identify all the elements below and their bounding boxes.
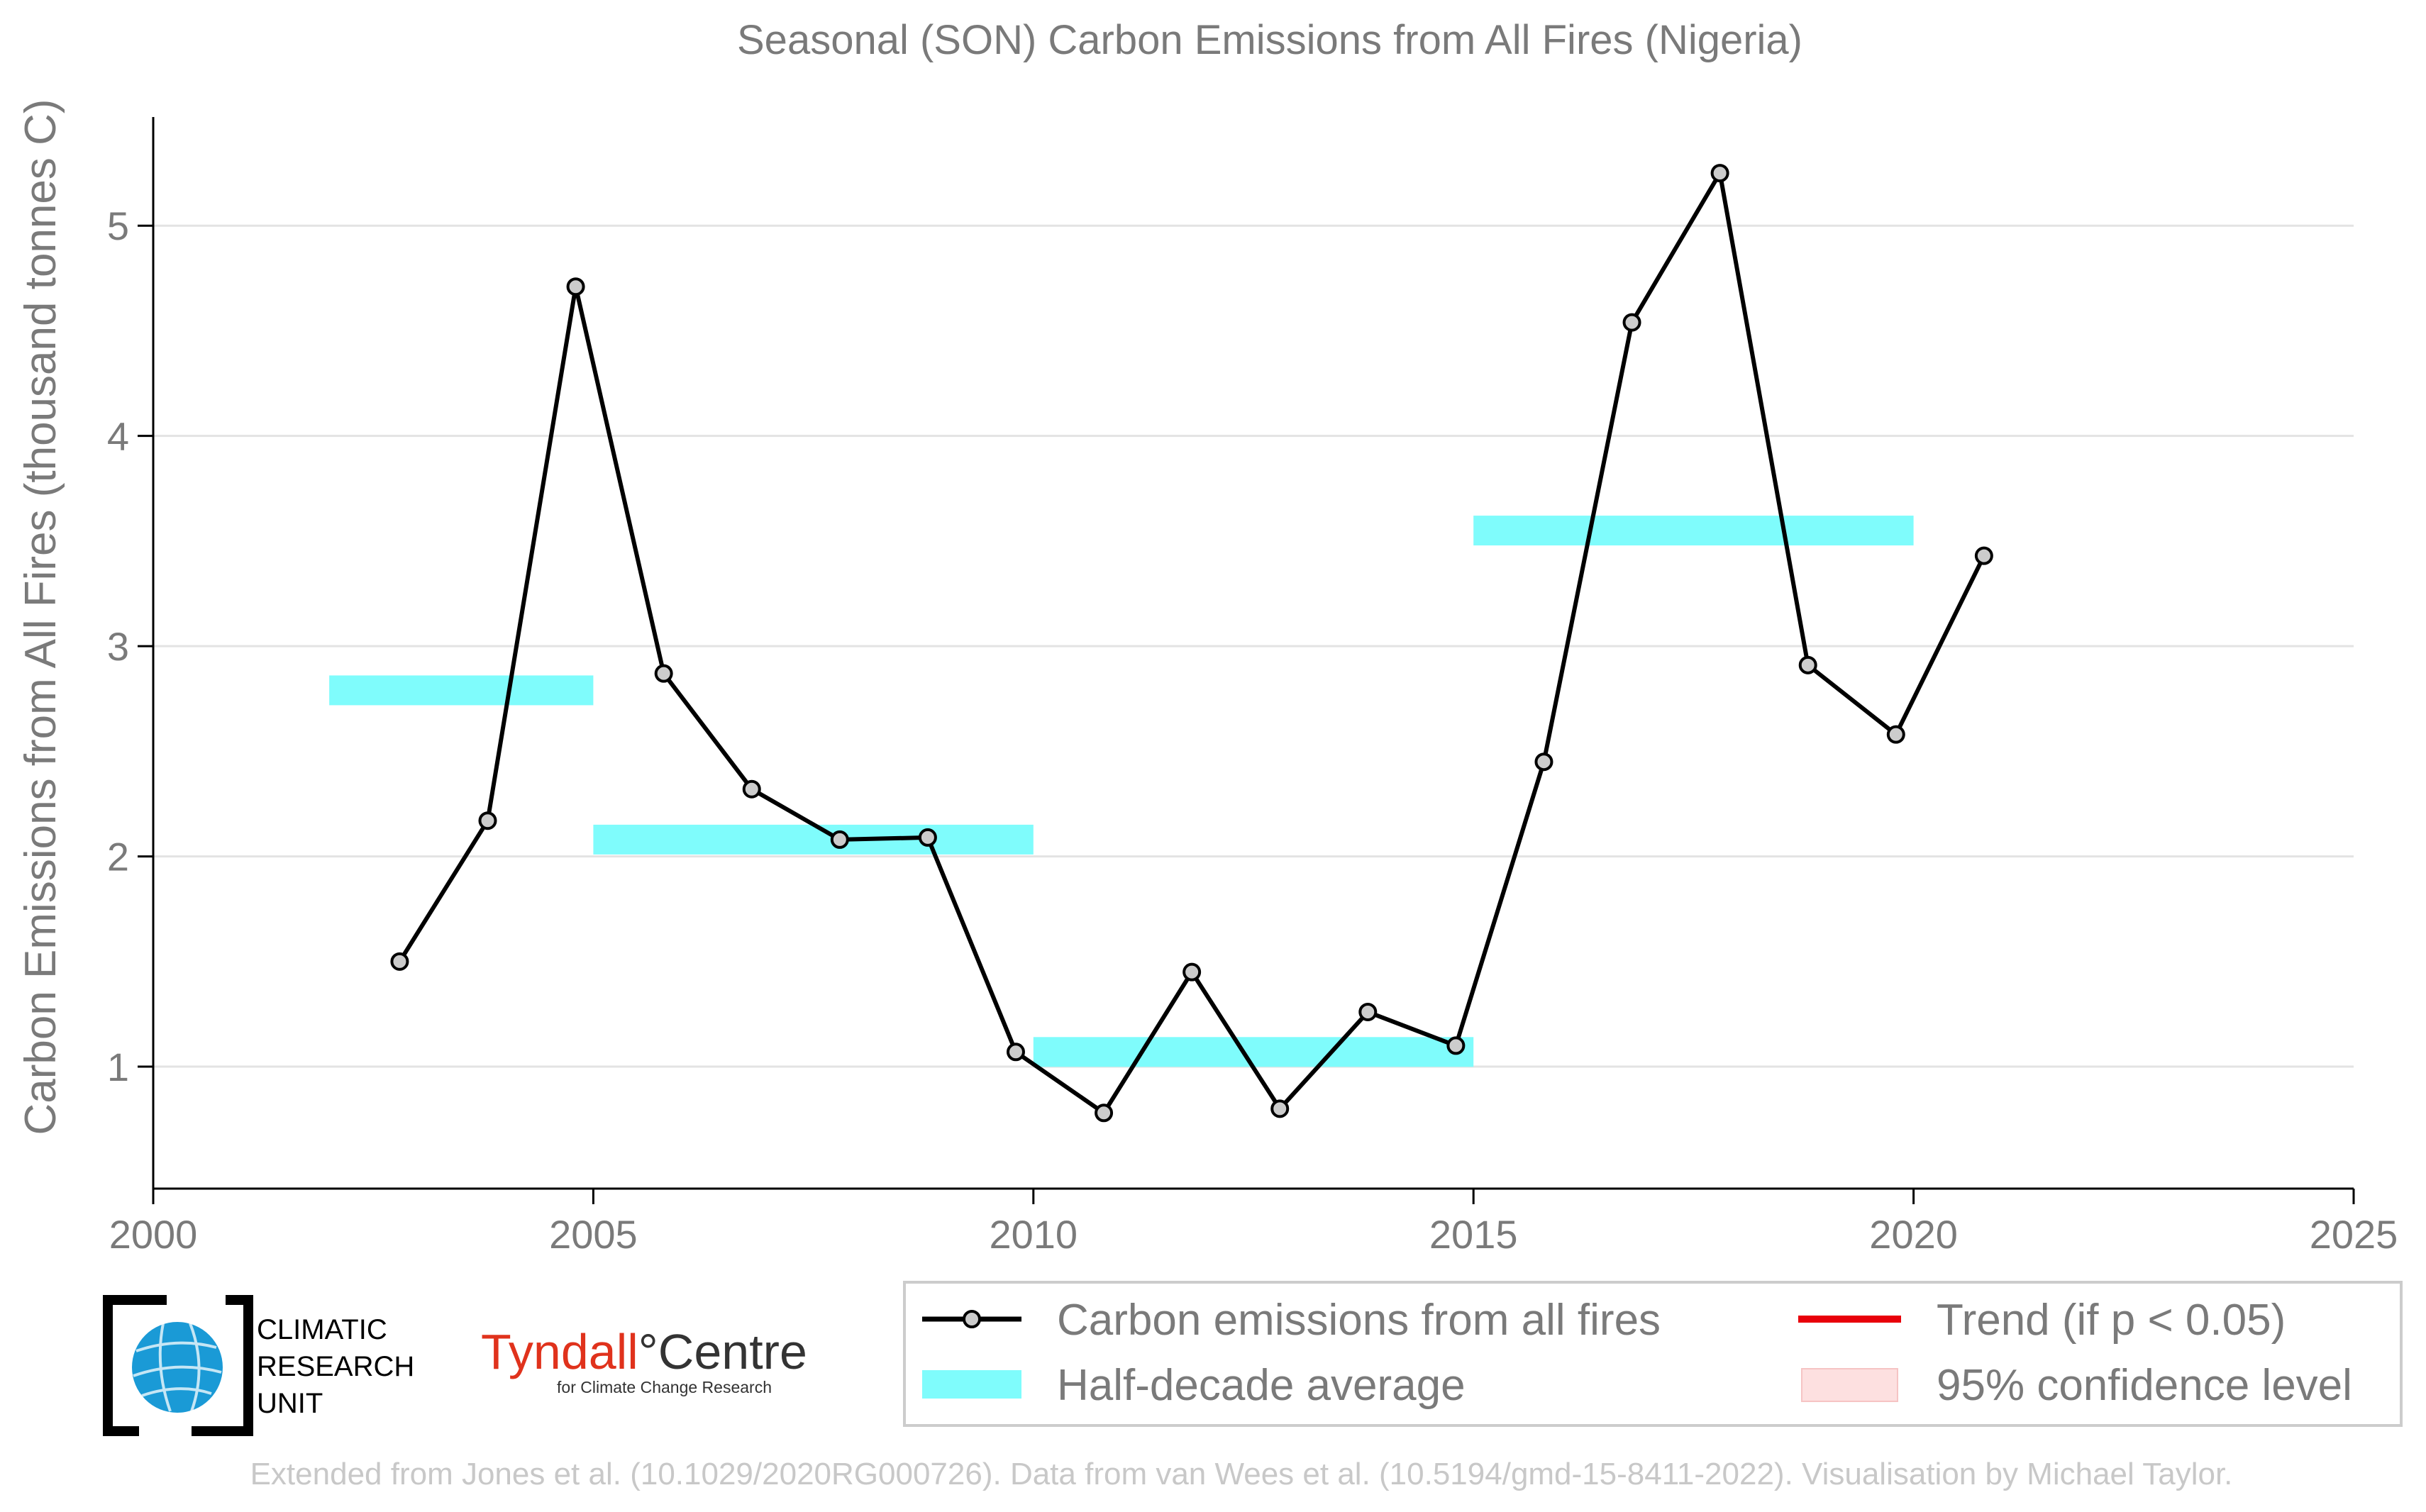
legend-label-confidence: 95% confidence level (1937, 1361, 2352, 1410)
x-tick-label-2015: 2015 (1429, 1212, 1518, 1257)
y-tick-label-1: 1 (107, 1045, 129, 1089)
y-axis-label: Carbon Emissions from All Fires (thousan… (16, 99, 65, 1135)
y-tick-label-3: 3 (107, 624, 129, 669)
data-point-9 (1095, 1104, 1114, 1123)
half-decade-band-2 (593, 824, 1034, 855)
cru-text-line-2: RESEARCH (257, 1351, 414, 1382)
footer-credits: Extended from Jones et al. (10.1029/2020… (250, 1457, 2233, 1491)
legend: Carbon emissions from all fires Trend (i… (903, 1281, 2403, 1427)
tyndall-centre: Centre (658, 1324, 807, 1379)
cru-bracket-right (192, 1295, 253, 1436)
half-decade-band-4 (1473, 516, 1914, 546)
legend-band-half-decade (922, 1370, 1021, 1399)
data-point-14 (1534, 752, 1553, 772)
legend-frame (903, 1281, 2403, 1427)
globe-icon-lines (133, 1323, 222, 1412)
data-point-2 (478, 811, 497, 830)
half-decade-band-3 (1033, 1037, 1474, 1067)
cru-text-line-3: UNIT (257, 1388, 323, 1419)
tyndall-name-part: Tyndall (481, 1324, 638, 1379)
cru-bracket-left (103, 1295, 167, 1436)
tyndall-subtitle: for Climate Change Research (557, 1378, 772, 1396)
half-decade-average-bands (329, 516, 1914, 1067)
data-point-3 (566, 277, 585, 296)
tick-labels: 1 2 3 4 5 2000 2005 2010 2015 2020 2025 (107, 204, 2398, 1257)
legend-label-emissions: Carbon emissions from all fires (1057, 1296, 1661, 1345)
legend-patch-confidence (1801, 1368, 1898, 1402)
tyndall-logo: Tyndall°Centre for Climate Change Resear… (481, 1324, 807, 1396)
x-tick-label-2005: 2005 (549, 1212, 638, 1257)
data-point-13 (1446, 1036, 1466, 1055)
legend-marker-emissions (963, 1310, 981, 1328)
x-tick-label-2000: 2000 (109, 1212, 198, 1257)
data-point-12 (1358, 1002, 1378, 1021)
tyndall-degree: ° (638, 1324, 658, 1379)
x-tick-label-2025: 2025 (2310, 1212, 2398, 1257)
data-point-10 (1182, 962, 1202, 982)
data-point-16 (1710, 164, 1729, 183)
cru-text-line-1: CLIMATIC (257, 1314, 387, 1345)
data-point-17 (1798, 655, 1817, 674)
y-tick-label-4: 4 (107, 414, 129, 459)
data-point-15 (1622, 313, 1641, 332)
tyndall-name: Tyndall°Centre (481, 1324, 807, 1379)
data-point-1 (390, 952, 409, 971)
data-point-18 (1886, 725, 1905, 744)
data-point-4 (654, 664, 673, 683)
gridlines (153, 224, 2354, 1068)
data-point-6 (830, 830, 849, 849)
axes (138, 117, 2355, 1204)
data-point-19 (1974, 546, 1993, 565)
data-point-5 (742, 779, 761, 799)
data-point-11 (1270, 1099, 1290, 1118)
y-tick-label-2: 2 (107, 835, 129, 879)
legend-label-half-decade: Half-decade average (1057, 1361, 1466, 1410)
legend-label-trend: Trend (if p < 0.05) (1937, 1296, 2286, 1345)
emissions-series (390, 164, 1993, 1123)
chart-title: Seasonal (SON) Carbon Emissions from All… (737, 17, 1802, 63)
data-point-8 (1006, 1043, 1025, 1062)
half-decade-band-1 (329, 675, 594, 706)
cru-logo: CLIMATIC RESEARCH UNIT (103, 1295, 414, 1436)
data-point-7 (918, 828, 937, 847)
x-tick-label-2020: 2020 (1869, 1212, 1958, 1257)
x-tick-label-2010: 2010 (990, 1212, 1078, 1257)
y-tick-label-5: 5 (107, 204, 129, 248)
